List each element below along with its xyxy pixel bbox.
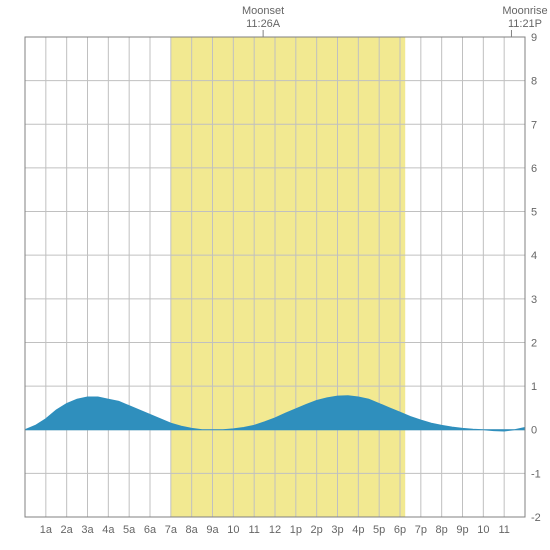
x-tick-label: 5p [373, 524, 385, 536]
y-tick-label: 2 [531, 337, 537, 349]
x-tick-label: 6a [144, 524, 157, 536]
x-tick-label: 1a [40, 524, 53, 536]
y-tick-label: 7 [531, 119, 537, 131]
x-tick-label: 4a [102, 524, 115, 536]
x-tick-label: 12 [269, 524, 281, 536]
y-tick-label: 0 [531, 425, 537, 437]
top-label-time: 11:21P [508, 18, 542, 30]
daylight-band [171, 37, 405, 517]
x-tick-label: 8p [436, 524, 448, 536]
x-tick-label: 10 [477, 524, 489, 536]
x-tick-label: 3p [331, 524, 343, 536]
y-tick-label: 5 [531, 207, 537, 219]
x-tick-label: 2p [311, 524, 323, 536]
x-tick-label: 9p [456, 524, 468, 536]
x-tick-label: 10 [227, 524, 239, 536]
chart-svg: -2-101234567891a2a3a4a5a6a7a8a9a1011121p… [0, 0, 550, 550]
tide-moon-chart: -2-101234567891a2a3a4a5a6a7a8a9a1011121p… [0, 0, 550, 550]
x-tick-label: 7a [165, 524, 178, 536]
y-tick-label: -2 [531, 512, 541, 524]
top-label-name: Moonrise [502, 5, 547, 17]
top-label-name: Moonset [242, 5, 284, 17]
x-tick-label: 4p [352, 524, 364, 536]
x-tick-label: 7p [415, 524, 427, 536]
x-tick-label: 11 [248, 524, 259, 536]
y-tick-label: 8 [531, 76, 537, 88]
y-tick-label: 1 [531, 381, 537, 393]
y-tick-label: -1 [531, 468, 541, 480]
y-tick-label: 3 [531, 294, 537, 306]
x-tick-label: 6p [394, 524, 406, 536]
y-tick-label: 9 [531, 32, 537, 44]
x-tick-label: 11 [498, 524, 509, 536]
x-tick-label: 1p [290, 524, 302, 536]
y-tick-label: 6 [531, 163, 537, 175]
y-tick-label: 4 [531, 250, 537, 262]
x-tick-label: 3a [81, 524, 94, 536]
x-tick-label: 9a [206, 524, 219, 536]
x-tick-label: 5a [123, 524, 136, 536]
x-tick-label: 2a [61, 524, 74, 536]
x-tick-label: 8a [186, 524, 199, 536]
top-label-time: 11:26A [246, 18, 281, 30]
